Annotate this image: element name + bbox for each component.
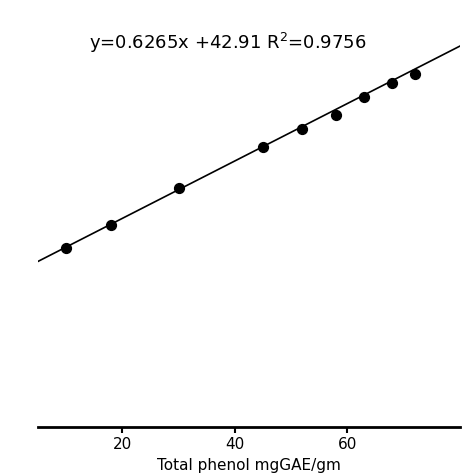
Point (107, 221, 115, 229)
Point (360, 93, 368, 100)
Point (411, 70, 419, 78)
Point (175, 184, 182, 192)
Point (62, 244, 70, 252)
Point (332, 111, 340, 119)
X-axis label: Total phenol mgGAE/gm: Total phenol mgGAE/gm (157, 457, 341, 473)
Point (389, 79, 396, 87)
Point (259, 143, 267, 151)
Text: y=0.6265x +42.91 R$^2$=0.9756: y=0.6265x +42.91 R$^2$=0.9756 (89, 31, 366, 55)
Point (299, 125, 306, 133)
